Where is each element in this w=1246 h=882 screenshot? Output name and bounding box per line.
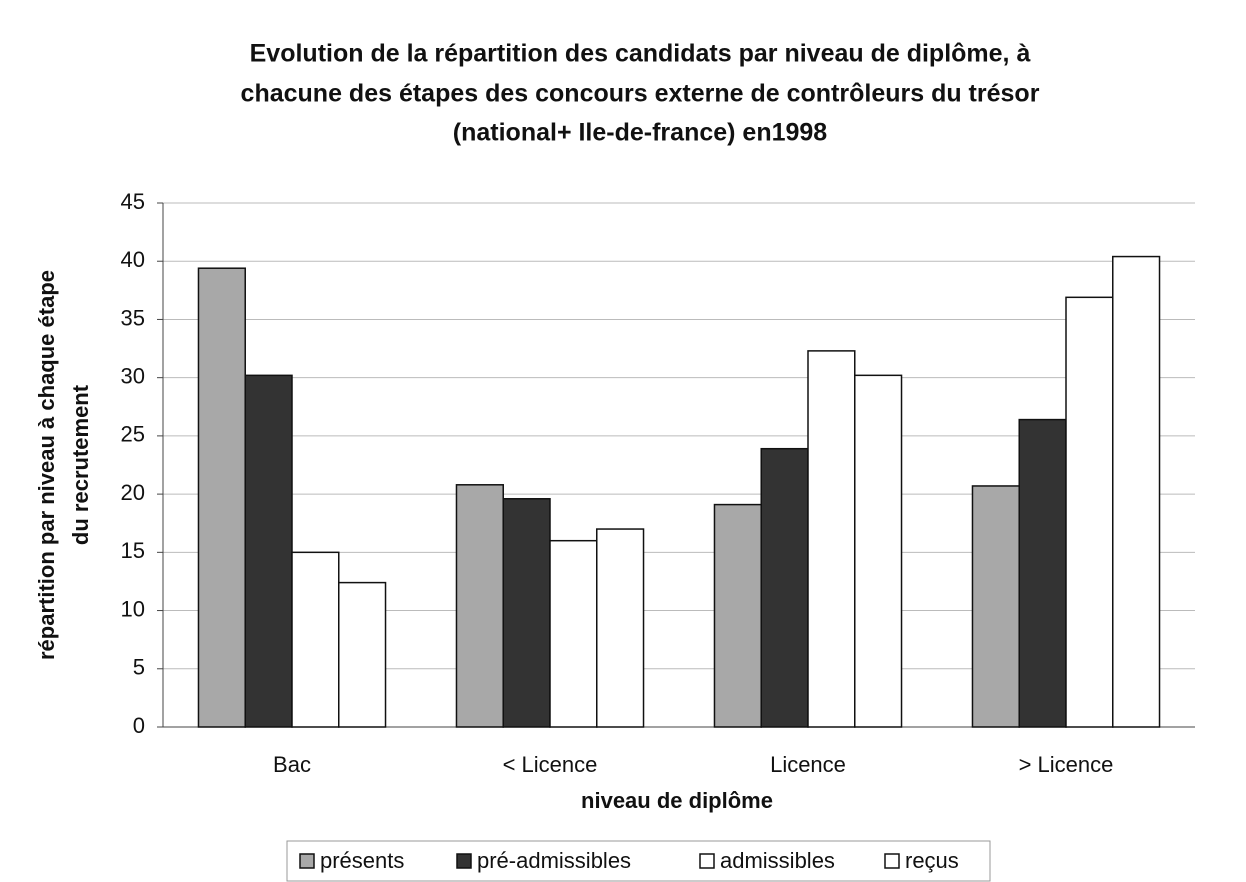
y-tick-label: 30: [121, 363, 145, 388]
x-axis-label: niveau de diplôme: [581, 788, 773, 813]
legend-label: présents: [320, 848, 404, 873]
y-tick-label: 45: [121, 189, 145, 214]
legend-swatch: [456, 853, 472, 869]
x-tick-label: > Licence: [1019, 752, 1114, 777]
legend-label: admissibles: [720, 848, 835, 873]
legend-label: pré-admissibles: [477, 848, 631, 873]
bar: [244, 374, 293, 728]
legend-swatch: [299, 853, 315, 869]
legend-label: reçus: [905, 848, 959, 873]
chart-title: (national+ Ile-de-france) en1998: [453, 119, 828, 147]
bar: [596, 528, 645, 728]
chart-title: chacune des étapes des concours externe …: [241, 80, 1040, 108]
legend-box: [286, 840, 991, 882]
bar: [854, 374, 903, 728]
bar: [455, 484, 504, 728]
bar: [1065, 296, 1114, 728]
chart-title: Evolution de la répartition des candidat…: [250, 40, 1031, 68]
y-tick-label: 35: [121, 305, 145, 330]
y-tick-label: 40: [121, 247, 145, 272]
bar: [971, 485, 1020, 728]
bar: [807, 350, 856, 728]
bar: [291, 551, 340, 728]
y-tick-label: 5: [133, 655, 145, 680]
y-axis-label: du recrutement: [68, 384, 93, 545]
bar: [760, 447, 809, 728]
x-tick-label: Licence: [770, 752, 846, 777]
legend-swatch: [699, 853, 715, 869]
y-tick-label: 10: [121, 596, 145, 621]
y-tick-label: 15: [121, 538, 145, 563]
x-tick-label: Bac: [273, 752, 311, 777]
y-tick-label: 25: [121, 422, 145, 447]
y-axis-label: répartition par niveau à chaque étape: [34, 270, 59, 660]
bar: [502, 498, 551, 728]
bar: [338, 581, 387, 728]
legend-swatch: [884, 853, 900, 869]
bar: [549, 539, 598, 728]
bar: [1018, 418, 1067, 728]
bar: [1112, 255, 1161, 728]
bar: [713, 503, 762, 728]
y-tick-label: 20: [121, 480, 145, 505]
y-tick-label: 0: [133, 713, 145, 738]
bar: [197, 267, 246, 728]
x-tick-label: < Licence: [503, 752, 598, 777]
